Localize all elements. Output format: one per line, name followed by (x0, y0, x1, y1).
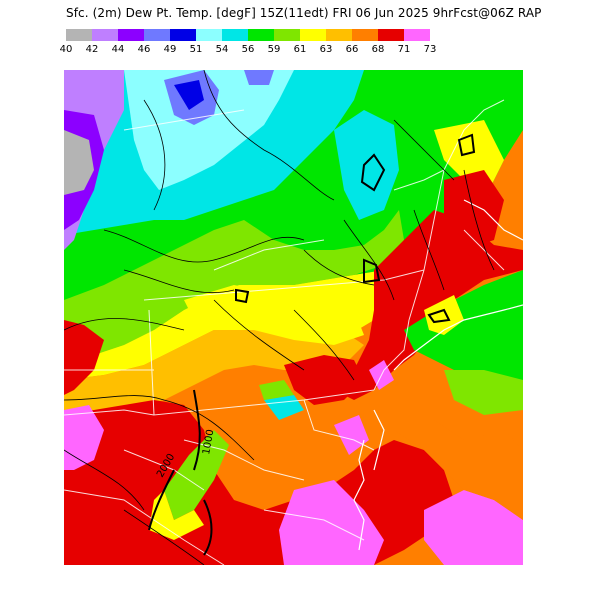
field-red-east (334, 210, 523, 400)
field-red-mid (284, 355, 364, 405)
legend-swatch (274, 29, 300, 41)
contour-label-1000: 1000 (201, 429, 216, 456)
field-gold (64, 320, 364, 415)
field-blue2 (174, 80, 204, 110)
field-pink-e (424, 490, 523, 565)
field-app-green (164, 430, 229, 520)
field-ocean-green (404, 270, 523, 390)
legend-label: 59 (267, 44, 281, 55)
field-app-ygreen (259, 380, 294, 400)
coastlines (353, 199, 523, 551)
legend-swatch (170, 29, 196, 41)
legend-swatch (300, 29, 326, 41)
field-pink-dc (334, 415, 369, 455)
field-blue3 (244, 70, 274, 85)
color-legend (66, 29, 430, 41)
field-ocean-ygreen (444, 370, 523, 415)
legend-swatch (196, 29, 222, 41)
field-pink-w (64, 405, 104, 470)
legend-swatch (118, 29, 144, 41)
legend-label: 54 (215, 44, 229, 55)
legend-label: 44 (111, 44, 125, 55)
legend-swatch (248, 29, 274, 41)
legend-swatch (92, 29, 118, 41)
legend-label: 56 (241, 44, 255, 55)
legend-label: 61 (293, 44, 307, 55)
legend-swatch (144, 29, 170, 41)
field-lcyan (124, 70, 294, 190)
legend-label: 46 (137, 44, 151, 55)
dewpoint-map: 2000 1000 (64, 70, 523, 565)
legend-swatch (326, 29, 352, 41)
legend-label: 68 (371, 44, 385, 55)
bold-contours (148, 133, 476, 556)
legend-label: 71 (397, 44, 411, 55)
legend-label: 40 (59, 44, 73, 55)
legend-swatch (222, 29, 248, 41)
field-orange-se (394, 420, 523, 520)
height-contours (64, 70, 495, 565)
legend-label: 51 (189, 44, 203, 55)
legend-swatch (378, 29, 404, 41)
legend-swatch (352, 29, 378, 41)
field-app-yellow (149, 490, 204, 540)
legend-label: 73 (423, 44, 437, 55)
field-grey (64, 130, 94, 195)
legend-swatch (66, 29, 92, 41)
legend-label: 49 (163, 44, 177, 55)
field-red-west (64, 320, 104, 395)
chart-title: Sfc. (2m) Dew Pt. Temp. [degF] 15Z(11edt… (66, 6, 542, 20)
legend-label: 66 (345, 44, 359, 55)
legend-label: 63 (319, 44, 333, 55)
field-yellow2 (184, 285, 364, 345)
legend-labels: 40 42 44 46 49 51 54 56 59 61 63 66 68 71 73 (0, 44, 589, 58)
legend-swatch (404, 29, 430, 41)
legend-label: 42 (85, 44, 99, 55)
field-cyan-ne (334, 110, 399, 220)
field-pink-se (279, 480, 384, 565)
